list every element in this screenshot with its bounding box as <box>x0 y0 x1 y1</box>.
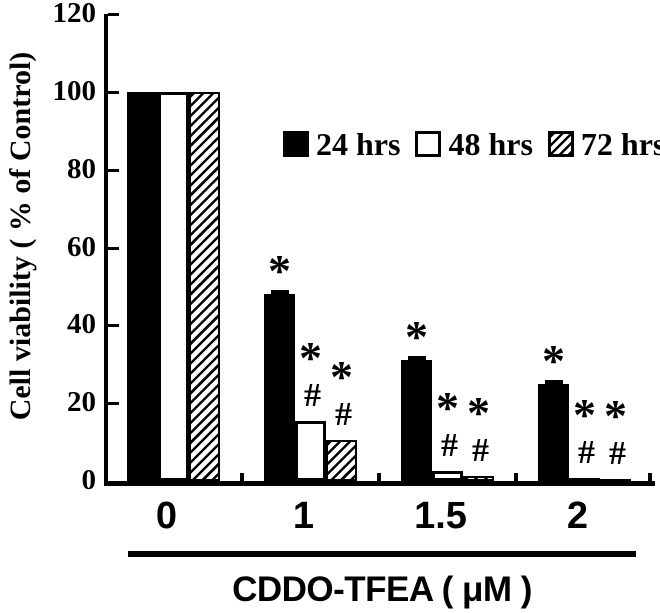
sig-star-72hrs-1: * <box>330 351 353 403</box>
bar-24hrs-1 <box>264 294 295 481</box>
bar-72hrs-1 <box>326 440 357 481</box>
x-axis-group-rule <box>128 551 636 557</box>
legend-label-48hrs: 48 hrs <box>448 126 533 162</box>
x-tick-label-1: 1 <box>292 495 315 537</box>
y-tick-40 <box>108 324 119 328</box>
y-tick-label-20: 20 <box>67 386 96 419</box>
sig-star-48hrs-1.5: * <box>436 382 459 434</box>
legend-swatch-24hrs <box>283 131 309 157</box>
sig-hash-48hrs-1: # <box>304 376 321 414</box>
legend-swatch-72hrs <box>547 131 574 157</box>
bar-24hrs-0 <box>127 91 158 481</box>
sig-star-48hrs-1: * <box>299 331 322 383</box>
legend-label-72hrs: 72 hrs <box>580 126 660 162</box>
y-tick-label-100: 100 <box>52 74 97 107</box>
y-tick-label-60: 60 <box>67 230 96 263</box>
sig-hash-72hrs-2: # <box>609 434 626 472</box>
y-tick-label-80: 80 <box>67 152 96 185</box>
y-tick-120 <box>108 13 119 16</box>
x-group-tick-1 <box>240 473 244 481</box>
legend-item-48hrs: 48 hrs <box>415 126 533 162</box>
sig-star-24hrs-1: * <box>268 245 291 297</box>
bar-48hrs-0 <box>158 91 189 481</box>
bar-48hrs-2 <box>569 477 600 484</box>
bar-72hrs-1.5 <box>463 476 494 481</box>
sig-hash-72hrs-1.5: # <box>472 432 489 470</box>
bar-72hrs-2 <box>600 478 631 483</box>
x-tick-label-0: 0 <box>155 495 178 537</box>
sig-hash-48hrs-2: # <box>578 433 595 471</box>
y-axis <box>104 14 108 486</box>
sig-star-48hrs-2: * <box>573 388 596 440</box>
bar-24hrs-2 <box>538 383 569 481</box>
y-tick-60 <box>108 246 119 250</box>
y-tick-100 <box>108 90 119 94</box>
x-tick-label-1.5: 1.5 <box>414 495 467 537</box>
bar-48hrs-1.5 <box>432 471 463 481</box>
legend-item-24hrs: 24 hrs <box>283 128 400 160</box>
y-tick-20 <box>108 402 119 406</box>
x-group-tick-2 <box>377 473 381 481</box>
y-tick-80 <box>108 168 119 172</box>
legend: 24 hrs 48 hrs 72 hrs <box>283 128 660 160</box>
x-axis-title: CDDO-TFEA ( μM ) <box>232 570 532 609</box>
legend-swatch-48hrs <box>415 131 442 157</box>
x-group-tick-3 <box>514 473 518 481</box>
sig-star-24hrs-1.5: * <box>405 311 428 363</box>
x-tick-label-2: 2 <box>566 495 589 537</box>
sig-star-72hrs-1.5: * <box>467 387 490 439</box>
error-bar-24hrs-1.5 <box>407 356 426 362</box>
legend-item-72hrs: 72 hrs <box>547 126 660 162</box>
bar-48hrs-1 <box>295 420 326 481</box>
y-tick-label-120: 120 <box>52 0 97 29</box>
sig-star-24hrs-2: * <box>542 334 565 386</box>
error-bar-24hrs-1 <box>270 290 289 296</box>
bar-24hrs-1.5 <box>401 360 432 481</box>
y-tick-label-0: 0 <box>81 464 97 496</box>
bar-72hrs-0 <box>189 91 220 481</box>
sig-hash-48hrs-1.5: # <box>441 427 458 465</box>
y-tick-label-40: 40 <box>67 308 96 341</box>
x-axis <box>104 481 655 486</box>
legend-label-24hrs: 24 hrs <box>316 126 401 162</box>
x-axis-end-tick <box>648 473 652 481</box>
sig-star-72hrs-2: * <box>604 389 627 441</box>
error-bar-24hrs-2 <box>544 379 563 385</box>
sig-hash-72hrs-1: # <box>335 396 352 434</box>
